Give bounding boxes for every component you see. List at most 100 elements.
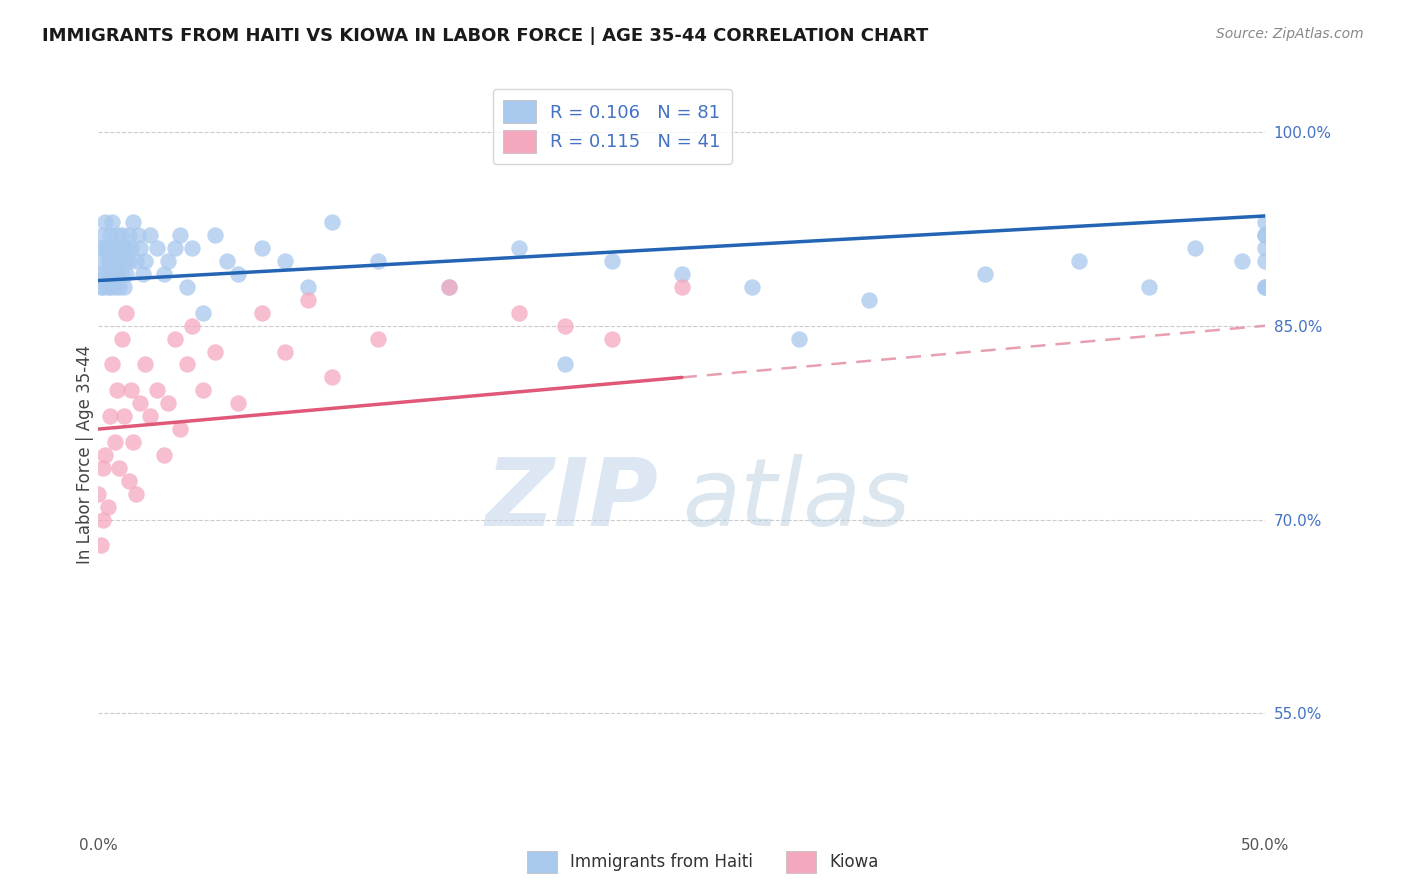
- Point: [94, 241, 117, 255]
- Point: [169, 228, 191, 243]
- Y-axis label: In Labor Force | Age 35-44: In Labor Force | Age 35-44: [76, 345, 94, 565]
- Point: [104, 241, 127, 255]
- Point: [152, 267, 174, 281]
- Point: [274, 344, 297, 359]
- Point: [554, 318, 576, 333]
- Point: [169, 422, 191, 436]
- Point: [120, 384, 142, 398]
- Point: [91, 228, 114, 243]
- Point: [101, 267, 124, 281]
- Point: [87, 267, 110, 281]
- Point: [180, 318, 202, 333]
- Point: [250, 306, 273, 320]
- Point: [321, 370, 343, 384]
- Point: [1184, 241, 1206, 255]
- Point: [1254, 228, 1277, 243]
- Point: [115, 267, 138, 281]
- Point: [1230, 254, 1253, 268]
- Point: [111, 332, 134, 346]
- Point: [108, 254, 131, 268]
- Point: [321, 215, 343, 229]
- Point: [101, 241, 124, 255]
- Legend: R = 0.106   N = 81, R = 0.115   N = 41: R = 0.106 N = 81, R = 0.115 N = 41: [492, 89, 731, 164]
- Point: [508, 241, 530, 255]
- Point: [193, 384, 215, 398]
- Point: [297, 280, 319, 294]
- Text: atlas: atlas: [682, 454, 910, 545]
- Point: [122, 215, 145, 229]
- Point: [204, 228, 226, 243]
- Point: [115, 306, 138, 320]
- Point: [132, 267, 155, 281]
- Point: [91, 512, 114, 526]
- Text: Source: ZipAtlas.com: Source: ZipAtlas.com: [1216, 27, 1364, 41]
- Point: [671, 267, 693, 281]
- Text: IMMIGRANTS FROM HAITI VS KIOWA IN LABOR FORCE | AGE 35-44 CORRELATION CHART: IMMIGRANTS FROM HAITI VS KIOWA IN LABOR …: [42, 27, 928, 45]
- Point: [1254, 228, 1277, 243]
- Point: [101, 358, 124, 372]
- Point: [1254, 280, 1277, 294]
- Point: [437, 280, 460, 294]
- Point: [91, 460, 114, 475]
- Point: [87, 486, 110, 500]
- Point: [118, 254, 141, 268]
- Point: [122, 435, 145, 450]
- Point: [146, 241, 169, 255]
- Point: [108, 280, 131, 294]
- Point: [274, 254, 297, 268]
- Point: [112, 254, 135, 268]
- Point: [176, 358, 198, 372]
- Point: [94, 267, 117, 281]
- Point: [1137, 280, 1160, 294]
- Point: [105, 228, 128, 243]
- Legend: Immigrants from Haiti, Kiowa: Immigrants from Haiti, Kiowa: [520, 845, 886, 880]
- Point: [112, 409, 135, 424]
- Point: [134, 254, 156, 268]
- Point: [104, 435, 127, 450]
- Point: [90, 280, 112, 294]
- Point: [111, 267, 134, 281]
- Point: [1254, 241, 1277, 255]
- Point: [367, 254, 389, 268]
- Point: [108, 241, 131, 255]
- Point: [741, 280, 763, 294]
- Point: [118, 228, 141, 243]
- Point: [127, 228, 149, 243]
- Point: [97, 241, 120, 255]
- Point: [90, 241, 112, 255]
- Point: [600, 254, 623, 268]
- Point: [974, 267, 997, 281]
- Point: [118, 474, 141, 488]
- Point: [94, 215, 117, 229]
- Point: [98, 280, 121, 294]
- Point: [105, 254, 128, 268]
- Point: [858, 293, 880, 307]
- Text: ZIP: ZIP: [485, 454, 658, 546]
- Point: [139, 409, 162, 424]
- Point: [157, 396, 180, 410]
- Point: [1254, 215, 1277, 229]
- Point: [98, 409, 121, 424]
- Point: [787, 332, 810, 346]
- Point: [108, 460, 131, 475]
- Point: [157, 254, 180, 268]
- Point: [215, 254, 238, 268]
- Point: [129, 396, 152, 410]
- Point: [125, 486, 148, 500]
- Point: [111, 228, 134, 243]
- Point: [165, 332, 187, 346]
- Point: [129, 241, 152, 255]
- Point: [554, 358, 576, 372]
- Point: [139, 228, 162, 243]
- Point: [97, 254, 120, 268]
- Point: [146, 384, 169, 398]
- Point: [98, 228, 121, 243]
- Point: [1254, 254, 1277, 268]
- Point: [91, 254, 114, 268]
- Point: [111, 241, 134, 255]
- Point: [115, 241, 138, 255]
- Point: [101, 215, 124, 229]
- Point: [228, 396, 250, 410]
- Point: [105, 267, 128, 281]
- Point: [98, 267, 121, 281]
